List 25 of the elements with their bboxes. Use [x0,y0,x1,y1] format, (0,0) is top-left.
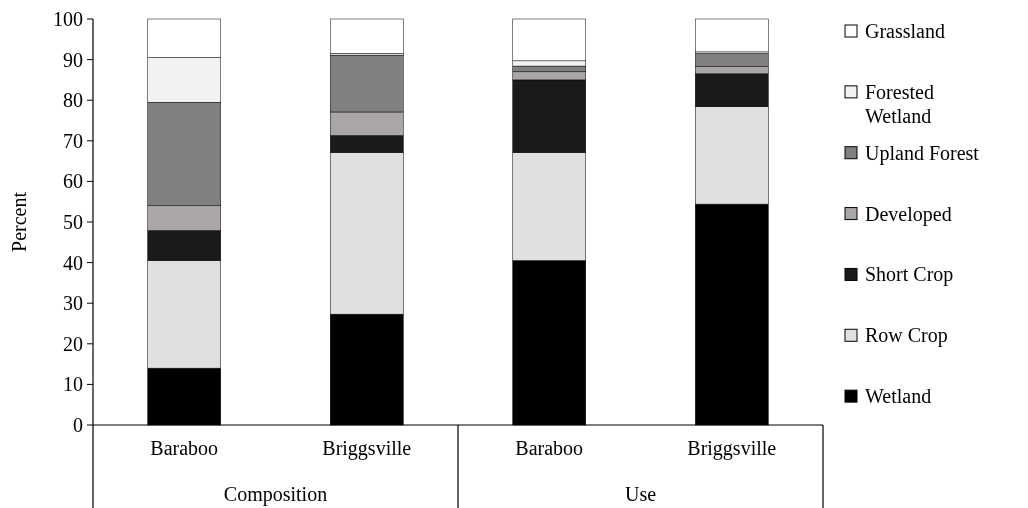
x-tick-label: Briggsville [322,437,412,460]
y-tick-label: 10 [63,373,83,396]
text: Composition [223,483,328,506]
y-tick-label: 90 [63,48,83,71]
y-tick-label: 50 [63,211,83,233]
y-tick-label: 60 [63,170,83,193]
x-tick-label: Baraboo [150,437,219,459]
y-axis-title: Percent [8,191,30,252]
legend-label: Wetland [865,385,932,408]
x-tick-label: Briggsville [687,437,777,460]
legend-label: Short Crop [865,263,954,287]
y-tick-label: 0 [73,414,83,436]
y-tick-label: 70 [63,129,83,152]
legend-label: Row Crop [865,324,948,348]
text: Use [624,483,657,505]
legend-label: Developed [865,202,952,226]
legend-label: Upland Forest [865,141,980,165]
legend-label: Grassland [865,20,945,42]
y-tick-label: 100 [53,8,83,30]
y-tick-label: 40 [63,251,83,274]
y-tick-label: 80 [63,89,83,112]
y-tick-label: 30 [63,292,83,315]
legend-label: Forested Wetland [865,80,934,127]
x-tick-label: Baraboo [515,437,584,459]
y-tick-label: 20 [63,332,83,355]
